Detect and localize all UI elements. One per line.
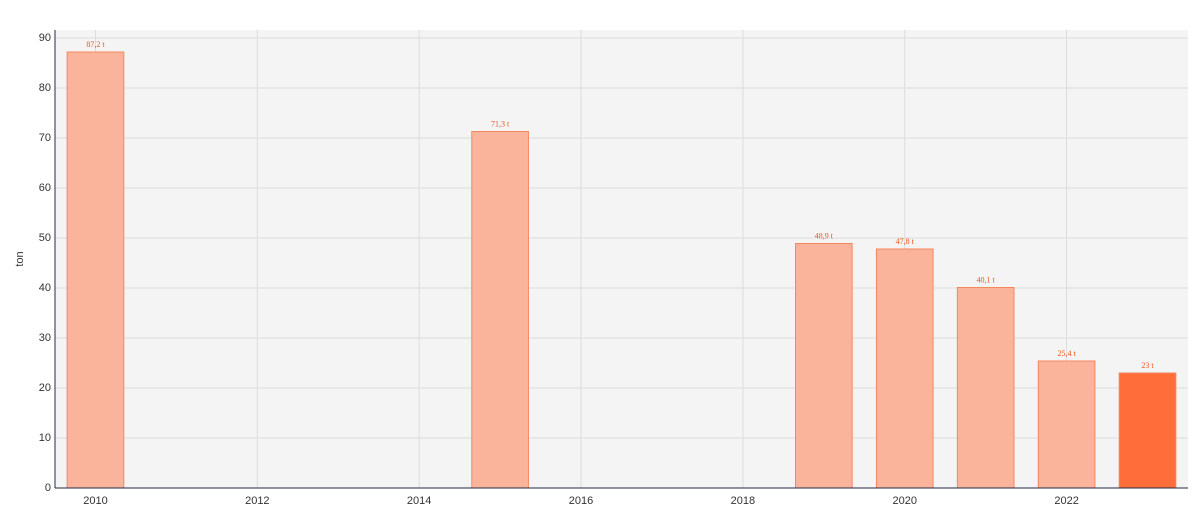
y-tick-label: 60 [39,182,51,194]
y-tick-label: 0 [45,482,51,494]
value-label: 47,8 t [896,237,915,246]
x-tick-label: 2022 [1054,495,1078,507]
bar [1037,360,1096,489]
bar [875,248,934,489]
y-tick-label: 50 [39,232,51,244]
y-tick-label: 10 [39,432,51,444]
bar [471,131,529,489]
x-tick-label: 2016 [569,495,593,507]
bar [956,287,1015,489]
y-tick-label: 90 [39,32,51,44]
y-tick-label: 80 [39,82,51,94]
y-axis-label: ton [14,251,26,266]
plot-background [55,30,1188,488]
y-tick-label: 70 [39,132,51,144]
x-tick-label: 2018 [731,495,755,507]
bar [794,243,853,489]
value-label: 25,4 t [1057,349,1076,358]
bar [66,51,125,489]
x-tick-label: 2010 [83,495,107,507]
value-label: 23 t [1141,361,1154,370]
value-label: 87,2 t [86,40,105,49]
bar [1118,372,1177,489]
y-tick-label: 20 [39,382,51,394]
x-tick-label: 2020 [893,495,917,507]
x-tick-label: 2012 [245,495,269,507]
x-tick-label: 2014 [407,495,431,507]
value-label: 40,1 t [977,275,996,284]
y-tick-label: 30 [39,332,51,344]
y-tick-label: 40 [39,282,51,294]
value-label: 48,9 t [815,231,834,240]
value-label: 71,3 t [491,119,510,128]
